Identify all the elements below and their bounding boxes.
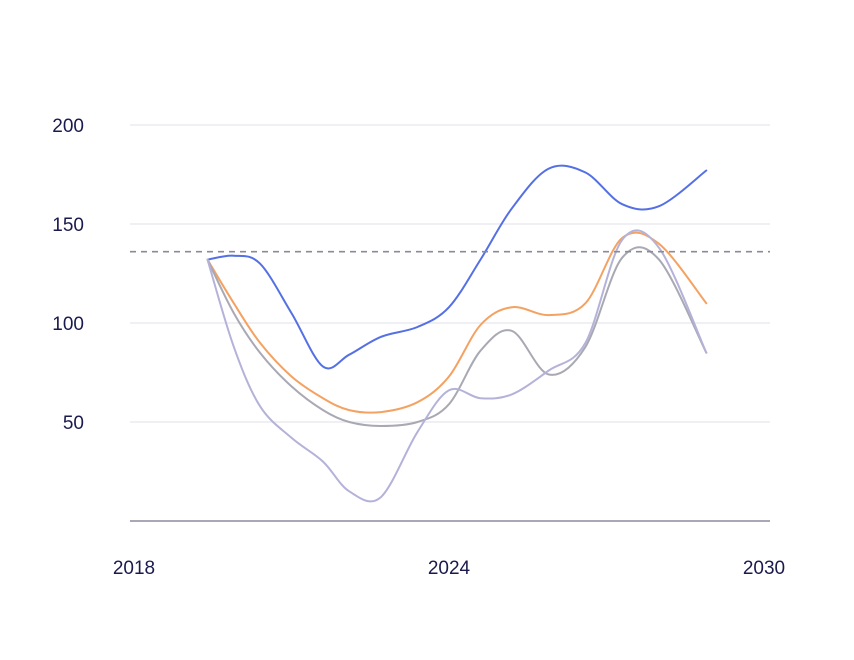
series-line-4: [206, 229, 708, 503]
series-line-2: [206, 231, 708, 414]
y-tick-label: 200: [52, 116, 84, 137]
grid-lines: [130, 124, 770, 423]
x-tick-label: 2030: [743, 558, 785, 579]
y-tick-label: 50: [63, 413, 84, 434]
series-line-3: [206, 246, 708, 427]
y-axis-ticks: 50 100 150 200: [52, 116, 84, 434]
series-line-1: [206, 164, 708, 370]
x-tick-label: 2024: [428, 558, 471, 579]
x-axis-ticks: 2018 2024 2030: [113, 558, 785, 579]
x-tick-label: 2018: [113, 558, 155, 579]
y-tick-label: 150: [52, 215, 84, 236]
y-tick-label: 100: [52, 314, 84, 335]
series-lines: [206, 164, 708, 503]
